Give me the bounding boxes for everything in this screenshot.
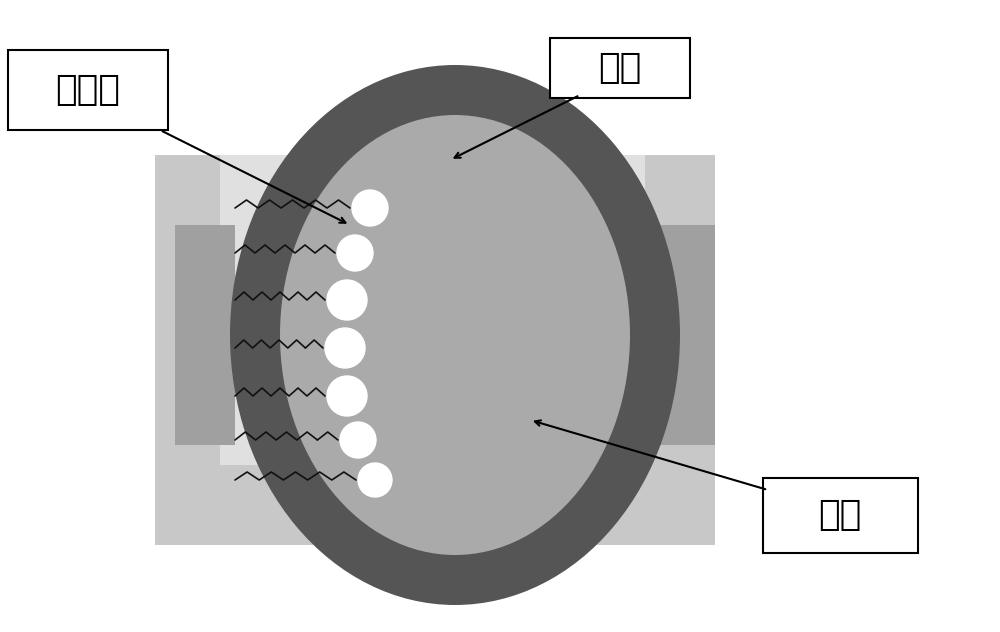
Text: 流体: 流体 <box>818 498 862 532</box>
Text: 导管: 导管 <box>598 51 642 85</box>
Bar <box>660 225 715 445</box>
Circle shape <box>337 235 373 271</box>
Circle shape <box>327 376 367 416</box>
Circle shape <box>325 328 365 368</box>
Bar <box>8 50 168 130</box>
Ellipse shape <box>230 65 680 605</box>
Ellipse shape <box>280 115 630 555</box>
Bar <box>763 478 918 552</box>
Circle shape <box>352 190 388 226</box>
Bar <box>155 155 715 545</box>
Circle shape <box>358 463 392 497</box>
Bar <box>175 225 235 445</box>
Circle shape <box>340 422 376 458</box>
Bar <box>550 38 690 98</box>
Circle shape <box>327 280 367 320</box>
Text: 微气泡: 微气泡 <box>56 73 120 107</box>
Bar <box>220 155 645 465</box>
Bar <box>155 505 715 545</box>
